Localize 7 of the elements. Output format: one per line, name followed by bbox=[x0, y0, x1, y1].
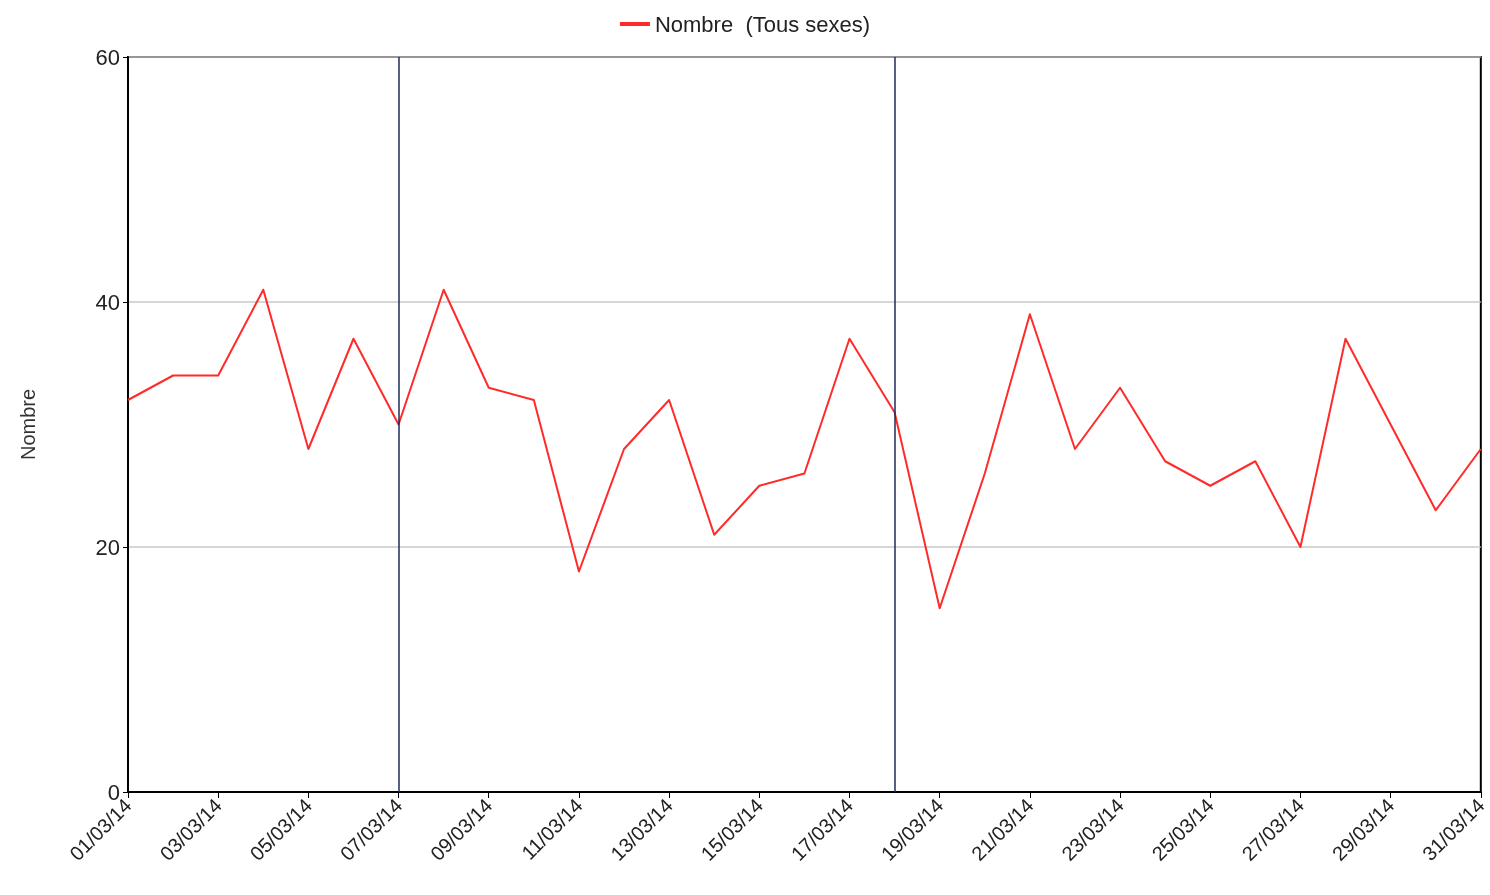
y-axis-title: Nombre bbox=[17, 388, 39, 461]
y-tick-label: 20 bbox=[95, 534, 120, 560]
legend-label: Nombre (Tous sexes) bbox=[654, 11, 871, 37]
y-tick-label: 0 bbox=[107, 779, 120, 805]
y-tick-label: 40 bbox=[95, 289, 120, 315]
y-tick-label: 60 bbox=[95, 44, 120, 70]
line-series bbox=[127, 288, 1482, 610]
